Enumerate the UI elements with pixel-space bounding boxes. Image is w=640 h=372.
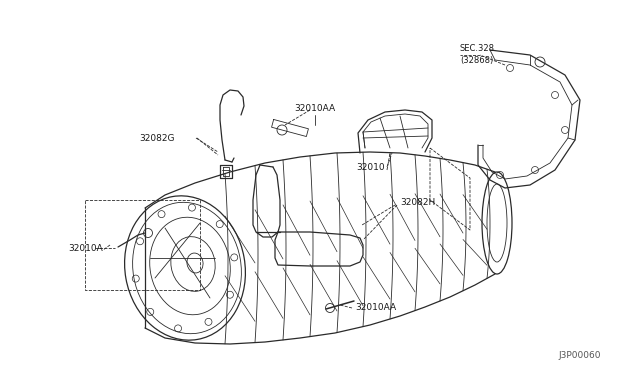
Text: J3P00060: J3P00060 bbox=[559, 350, 601, 359]
Text: 32082H: 32082H bbox=[400, 198, 435, 206]
Text: 32010AA: 32010AA bbox=[294, 103, 335, 112]
Text: 32010: 32010 bbox=[356, 163, 385, 171]
Text: 32082G: 32082G bbox=[140, 134, 175, 142]
Text: 32010A: 32010A bbox=[68, 244, 103, 253]
Text: SEC.328: SEC.328 bbox=[460, 44, 495, 52]
Text: (32868): (32868) bbox=[460, 55, 493, 64]
Text: 32010AA: 32010AA bbox=[355, 304, 396, 312]
